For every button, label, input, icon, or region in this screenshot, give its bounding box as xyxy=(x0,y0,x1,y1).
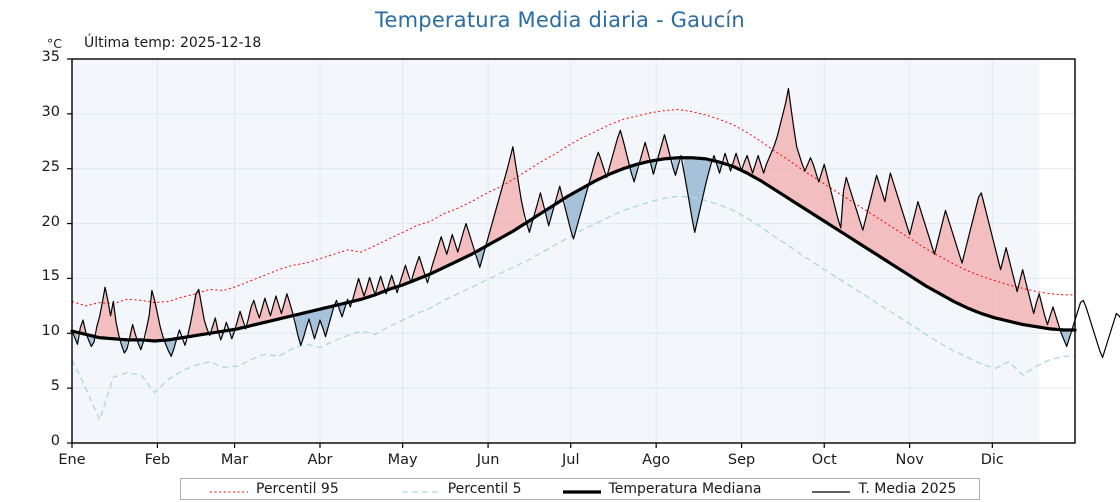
y-tick-label: 5 xyxy=(50,378,60,395)
x-tick-label: Ago xyxy=(642,452,671,468)
anomaly-fill-above-median xyxy=(388,275,395,290)
anomaly-fill-below-median xyxy=(339,303,345,317)
y-tick-label: 30 xyxy=(41,103,60,120)
y-tick-label: 35 xyxy=(41,49,60,65)
series-line-percentil-95 xyxy=(71,108,1075,307)
plot-frame xyxy=(71,58,1076,444)
x-tick-label: Mar xyxy=(220,452,249,468)
anomaly-fill-below-median xyxy=(650,160,657,175)
y-tick-label: 0 xyxy=(50,433,60,449)
x-tick-label: Sep xyxy=(727,452,756,468)
x-tick-label: Abr xyxy=(307,452,333,468)
y-tick-label: 10 xyxy=(41,323,60,340)
anomaly-fill-above-median xyxy=(353,277,373,302)
y-tick-label: 20 xyxy=(41,213,60,230)
legend-label: Percentil 5 xyxy=(447,481,522,497)
legend-entry: Percentil 5 xyxy=(391,479,522,499)
page-title: Temperatura Media diaria - Gaucín xyxy=(375,8,745,32)
anomaly-fill-above-median xyxy=(534,192,544,218)
legend-entry: T. Media 2025 xyxy=(801,479,956,499)
x-tick-label: Ene xyxy=(58,452,86,468)
anomaly-fill-above-median xyxy=(590,152,604,184)
anomaly-fill-above-median xyxy=(399,265,409,286)
anomaly-fill-above-median xyxy=(488,146,524,246)
x-tick-label: Feb xyxy=(144,452,171,468)
legend-line-sample xyxy=(811,483,851,495)
x-tick-label: May xyxy=(387,452,418,468)
anomaly-fill-above-median xyxy=(413,256,425,281)
anomaly-fill-above-median xyxy=(129,324,136,340)
anomaly-fill-above-median xyxy=(733,153,739,170)
anomaly-fill-above-median xyxy=(639,142,648,164)
series-line-median xyxy=(70,156,1077,343)
last-temp-label: Última temp: 2025-12-18 xyxy=(84,35,262,51)
anomaly-fill-below-median xyxy=(165,338,177,357)
x-tick-label: Jun xyxy=(476,452,500,468)
legend-label: Percentil 95 xyxy=(256,481,339,497)
anomaly-fill-above-median xyxy=(96,287,119,340)
y-tick-label: 25 xyxy=(41,158,60,175)
legend-line-sample xyxy=(209,483,249,495)
anomaly-fill-above-median xyxy=(187,289,208,337)
legend-entry: Temperatura Mediana xyxy=(552,479,762,499)
anomaly-fill-below-median xyxy=(121,339,128,354)
legend-line-sample xyxy=(562,483,602,495)
x-tick-label: Nov xyxy=(895,452,924,468)
anomaly-fill-above-median xyxy=(430,223,475,275)
anomaly-fill-below-median xyxy=(295,305,334,346)
x-tick-label: Oct xyxy=(811,452,837,468)
chart-legend: Percentil 95 Percentil 5 Temperatura Media… xyxy=(180,478,980,500)
anomaly-fill-above-median xyxy=(80,320,86,335)
anomaly-fill-below-median xyxy=(716,161,723,174)
x-tick-label: Jul xyxy=(561,452,580,468)
series-line-2025 xyxy=(71,88,1120,359)
anomaly-fill-below-median xyxy=(138,339,144,350)
y-axis-unit-label: °C xyxy=(47,36,62,51)
legend-label: T. Media 2025 xyxy=(858,481,957,497)
legend-label: Temperatura Mediana xyxy=(608,481,762,497)
y-tick-label: 15 xyxy=(41,268,60,285)
anomaly-fill-above-median xyxy=(658,134,670,160)
legend-entry: Percentil 95 xyxy=(199,479,339,499)
anomaly-fill-below-median xyxy=(565,185,588,239)
anomaly-fill-above-median xyxy=(212,317,219,333)
anomaly-fill-below-median xyxy=(683,157,712,233)
series-line-percentil-5 xyxy=(71,195,1075,421)
x-tick-label: Dic xyxy=(980,452,1004,468)
anomaly-fill-above-median xyxy=(609,130,629,175)
legend-line-sample xyxy=(401,483,441,495)
